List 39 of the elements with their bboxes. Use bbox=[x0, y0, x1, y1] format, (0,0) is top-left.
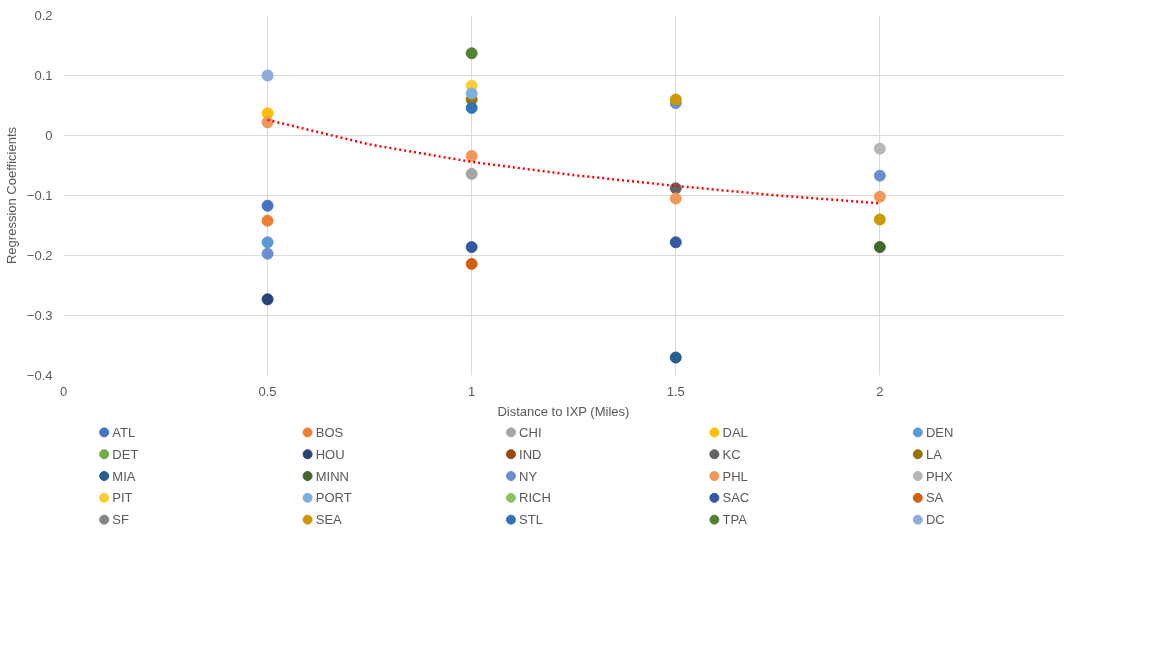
legend-label: PORT bbox=[315, 490, 352, 506]
legend-label: NY bbox=[519, 468, 538, 484]
legend-label: ATL bbox=[112, 424, 136, 440]
legend-label: RICH bbox=[519, 490, 551, 506]
legend-label: HOU bbox=[315, 446, 345, 462]
legend-label: DET bbox=[112, 446, 139, 462]
x-axis-title: Distance to IXP (Miles) bbox=[497, 403, 630, 419]
x-tick-label: 1.5 bbox=[666, 383, 685, 399]
x-tick-label: 2 bbox=[876, 383, 884, 399]
x-tick-label: 0.5 bbox=[258, 383, 277, 399]
y-tick-label: −0.1 bbox=[26, 188, 53, 203]
y-tick-label: −0.2 bbox=[26, 248, 53, 263]
x-tick-label: 0 bbox=[59, 383, 68, 399]
y-tick-label: −0.4 bbox=[26, 368, 53, 383]
legend-label: SF bbox=[112, 512, 129, 528]
legend-label: TPA bbox=[722, 512, 748, 528]
legend-label: SA bbox=[925, 490, 944, 506]
legend-label: DC bbox=[925, 512, 945, 528]
legend-label: DEN bbox=[925, 424, 954, 440]
legend-label: CHI bbox=[519, 424, 542, 440]
legend-label: BOS bbox=[315, 424, 344, 440]
legend-label: PIT bbox=[112, 490, 133, 506]
legend-label: LA bbox=[925, 446, 943, 462]
legend-label: PHL bbox=[722, 468, 748, 484]
legend-label: SAC bbox=[722, 490, 750, 506]
legend-label: PHX bbox=[925, 468, 953, 484]
legend-label: DAL bbox=[722, 424, 748, 440]
y-tick-label: 0.2 bbox=[34, 8, 53, 23]
y-tick-label: 0 bbox=[45, 128, 53, 143]
y-axis-title: Regression Coefficients bbox=[3, 126, 19, 265]
legend-label: KC bbox=[722, 446, 741, 462]
legend-label: MINN bbox=[315, 468, 349, 484]
x-tick-label: 1 bbox=[468, 383, 476, 399]
y-tick-label: −0.3 bbox=[26, 308, 53, 323]
legend-label: STL bbox=[519, 512, 543, 528]
legend-label: IND bbox=[519, 446, 542, 462]
legend-label: MIA bbox=[112, 468, 136, 484]
legend-label: SEA bbox=[315, 512, 343, 528]
y-tick-label: 0.1 bbox=[34, 68, 53, 83]
